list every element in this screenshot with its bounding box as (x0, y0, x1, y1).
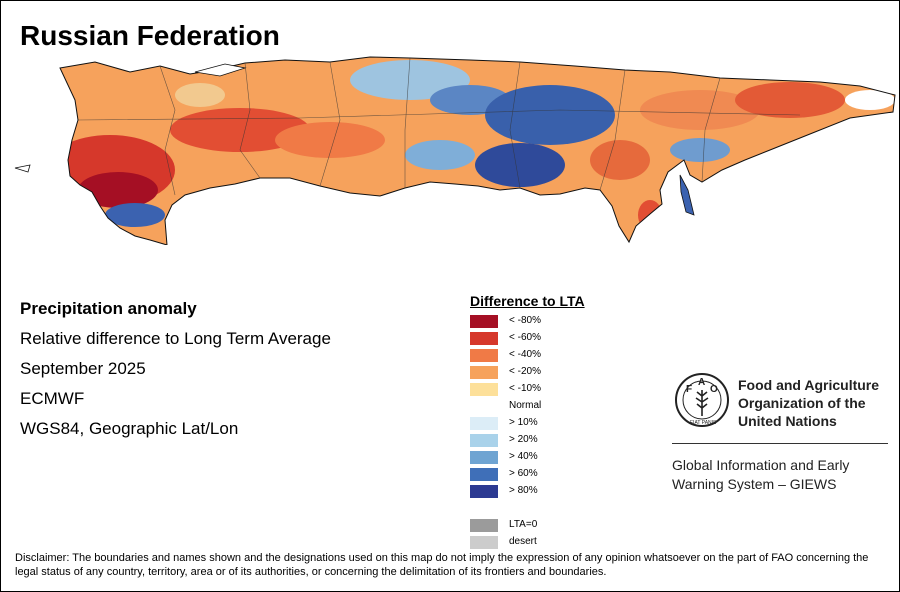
legend-label: < -10% (509, 383, 541, 394)
legend: Difference to LTA < -80% < -60% < -40% < -2… (470, 293, 585, 551)
legend-item: < -60% (470, 330, 585, 347)
info-period: September 2025 (20, 359, 146, 378)
legend-items: < -80% < -60% < -40% < -20% < -10% Normal > 10… (470, 313, 585, 551)
legend-swatch (470, 332, 498, 345)
legend-swatch (470, 383, 498, 396)
svg-text:A: A (698, 377, 705, 388)
info-source: ECMWF (20, 389, 85, 408)
legend-item: > 80% (470, 483, 585, 500)
legend-item: > 20% (470, 432, 585, 449)
info-description: Relative difference to Long Term Average (20, 329, 331, 348)
fao-emblem-icon: F A O FIAT PANIS (675, 373, 729, 427)
legend-item (470, 500, 585, 517)
legend-label: > 20% (509, 434, 538, 445)
legend-label: < -80% (509, 315, 541, 326)
legend-label: LTA=0 (509, 519, 538, 530)
legend-swatch (470, 536, 498, 549)
legend-item: < -40% (470, 347, 585, 364)
legend-swatch (470, 434, 498, 447)
legend-item: LTA=0 (470, 517, 585, 534)
legend-item: desert (470, 534, 585, 551)
legend-swatch (470, 519, 498, 532)
legend-swatch (470, 366, 498, 379)
svg-text:O: O (710, 384, 718, 395)
giews-name: Global Information and Early Warning Sys… (672, 457, 850, 492)
legend-swatch (470, 417, 498, 430)
legend-swatch (470, 451, 498, 464)
info-variable: Precipitation anomaly (20, 299, 197, 318)
legend-swatch (470, 349, 498, 362)
legend-item: > 10% (470, 415, 585, 432)
legend-item: > 40% (470, 449, 585, 466)
legend-label: Normal (509, 400, 542, 411)
legend-label: > 60% (509, 468, 538, 479)
legend-swatch (470, 315, 498, 328)
legend-label: desert (509, 536, 537, 547)
legend-item: < -10% (470, 381, 585, 398)
legend-label: < -60% (509, 332, 541, 343)
legend-swatch (470, 485, 498, 498)
legend-item: > 60% (470, 466, 585, 483)
legend-item: Normal (470, 398, 585, 415)
map-info: Precipitation anomaly Relative differenc… (20, 298, 331, 448)
legend-item: < -20% (470, 364, 585, 381)
svg-text:F: F (686, 384, 692, 395)
legend-label: < -20% (509, 366, 541, 377)
info-projection: WGS84, Geographic Lat/Lon (20, 419, 239, 438)
logo-divider (672, 443, 888, 444)
fao-organization-name: Food and Agriculture Organization of the… (738, 377, 880, 429)
legend-swatch (470, 468, 498, 481)
legend-item: < -80% (470, 313, 585, 330)
legend-label: > 40% (509, 451, 538, 462)
legend-title: Difference to LTA (470, 293, 585, 309)
legend-label: < -40% (509, 349, 541, 360)
map-title: Russian Federation (20, 20, 280, 51)
legend-label: > 80% (509, 485, 538, 496)
legend-label: > 10% (509, 417, 538, 428)
svg-text:FIAT PANIS: FIAT PANIS (690, 420, 717, 426)
disclaimer: Disclaimer: The boundaries and names sho… (15, 552, 869, 578)
precipitation-map (14, 56, 896, 245)
